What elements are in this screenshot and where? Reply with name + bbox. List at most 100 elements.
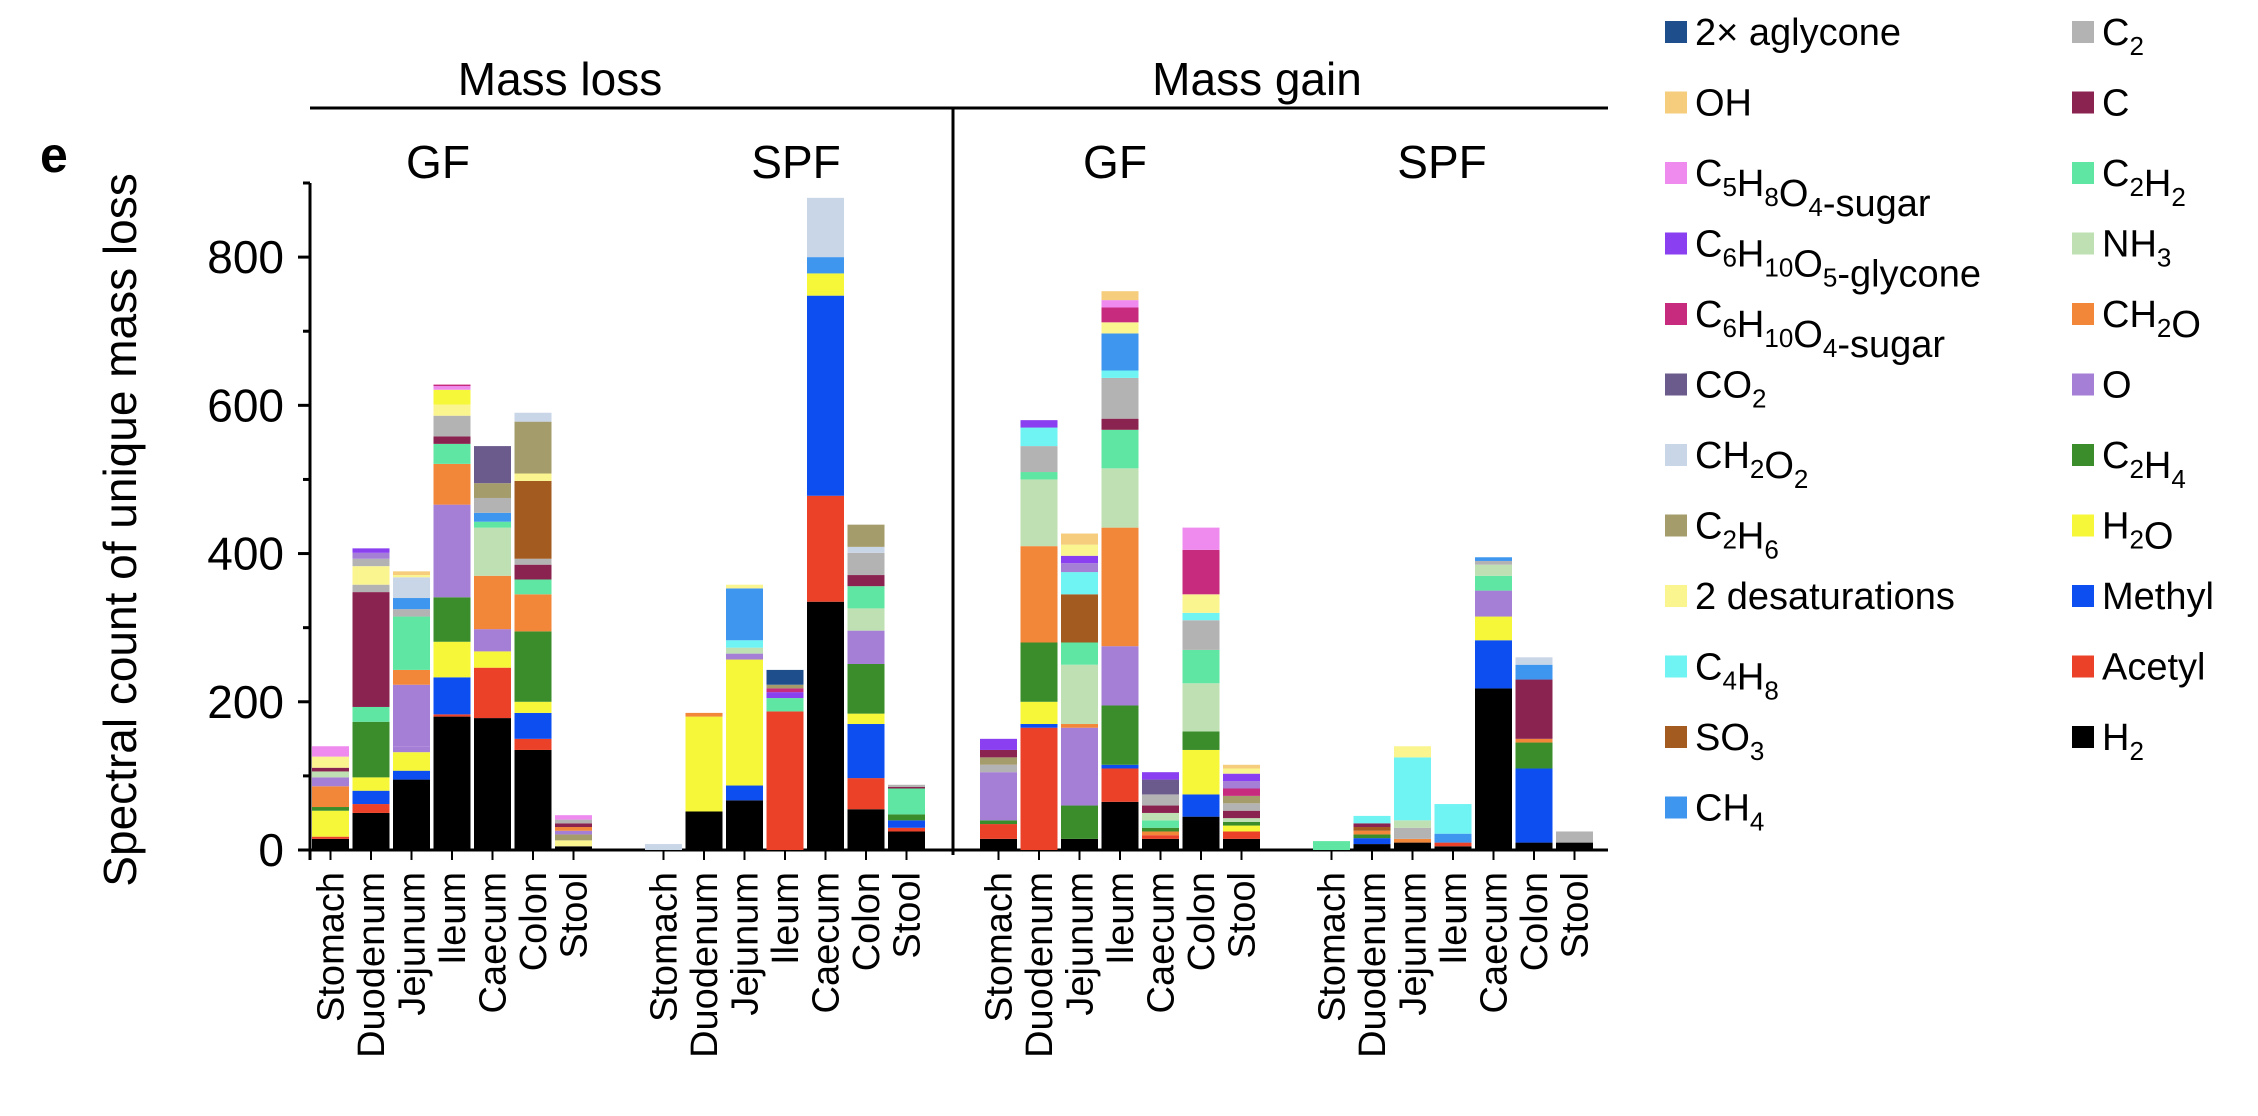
bar-segment-c2h2 [433,443,471,464]
category-label: Caecum [1141,872,1183,1014]
bar-segment-methyl [807,295,844,496]
legend: 2× aglycone OH C5H8O4-sugarC6H10O5-glycone… [1665,12,2214,837]
bar-segment-c2 [980,764,1017,773]
bar-segment-acetyl [433,714,471,717]
bar-segment-c [514,564,552,580]
bar-segment-ch2o [555,827,592,831]
bar-segment-desat2 [433,404,471,416]
bar-segment-c [1515,679,1553,739]
bar-segment-h2 [1142,838,1179,850]
bar-segment-desat2 [555,840,592,847]
bar-segment-h2 [393,779,430,850]
group-header-gain-gf: GF [1083,136,1147,188]
bar-segment-acetyl [807,495,844,602]
bar-segment-ch2o [1061,724,1098,728]
bar-segment-methyl [847,724,885,779]
bar-segment-c6h10o4 [766,688,804,693]
bar-segment-o [847,630,885,664]
bar-segment-ch2o2 [514,412,552,422]
category-label: Caecum [473,872,515,1014]
bar-segment-oh [1101,291,1139,301]
bar-segment-o [1061,727,1098,806]
category-label: Colon [846,872,888,971]
bar-segment-c4h8 [1182,612,1220,621]
bar-segment-co2 [474,446,511,484]
y-tick-label: 400 [207,528,284,580]
bar-segment-ch2o [1353,830,1391,835]
legend-label-c4h8: C4H8 [1695,647,1779,706]
bar-segment-nh3 [312,771,349,778]
y-tick-label: 0 [258,824,284,876]
legend-label-methyl: Methyl [2102,576,2214,618]
bar-segment-c [980,749,1017,758]
bar-segment-c [1101,418,1139,430]
bar-segment-ch4 [1434,833,1472,843]
bar-segment-c4h8 [1061,572,1098,595]
bar-segment-h2 [726,800,763,850]
y-tick-label: 200 [207,676,284,728]
bar-segment-h2 [888,831,925,850]
bar-segment-h2 [847,809,885,850]
bar-segment-c2h2 [1020,472,1058,480]
bar-segment-c2 [352,584,390,593]
bar-segment-c6h10o5 [352,548,390,553]
bar-segment-c2h2 [474,521,511,528]
section-header-mass-gain: Mass gain [1152,53,1362,105]
bar-segment-c4h8 [726,640,763,648]
bar-segment-c6h10o4 [433,384,471,387]
legend-label-c2h6: C2H6 [1695,506,1779,565]
bar-segment-c2h2 [1475,575,1512,591]
category-label: Stool [887,872,929,959]
bar-segment-acetyl [1223,831,1260,839]
bar-segment-c4h8 [1434,804,1472,834]
bar-segment-methyl [1020,724,1058,728]
bar-segment-h2o [474,651,511,668]
legend-label-co2: CO2 [1695,365,1766,414]
bar-segment-c2h6 [980,757,1017,765]
legend-swatch-ch2o2 [1665,444,1687,466]
category-label: Jejunum [725,872,767,1016]
bar-segment-c5h8o4 [312,746,349,757]
bar-segment-aglycone2 [766,669,804,685]
legend-swatch-c6h10o5 [1665,232,1687,255]
bar-segment-desat2 [352,566,390,585]
bar-segment-ch2o [1515,738,1553,743]
bar-segment-acetyl [766,711,804,850]
bar-segment-desat2 [312,756,349,768]
legend-swatch-c5h8o4 [1665,162,1687,184]
bar-segment-c6h10o5 [1223,773,1260,782]
category-label: Colon [1514,872,1556,971]
bar-segment-ch4 [393,598,430,610]
category-label: Jejunum [392,872,434,1016]
bar-segment-h2 [1515,842,1553,850]
bar-segment-o [1223,781,1260,789]
bar-segment-c2h6 [474,483,511,498]
bar-segment-ch2o [514,594,552,632]
bar-segment-h2o [352,777,390,791]
legend-label-ch4: CH4 [1695,788,1764,837]
bar-segment-c2h2 [1142,820,1179,828]
bar-segment-c2h4 [847,663,885,714]
legend-swatch-ch4 [1665,796,1687,819]
bar-segment-ch2o2 [645,844,682,850]
bar-segment-h2 [352,812,390,850]
bar-segment-ch2o [474,575,511,630]
bar-segment-h2o [312,810,349,837]
bar-segment-c [352,592,390,707]
bar-segment-nh3 [1142,812,1179,821]
bar-segment-h2 [1182,816,1220,850]
group-header-gain-spf: SPF [1397,136,1486,188]
bar-segment-desat2 [1061,544,1098,556]
bar-segment-c [1353,823,1391,828]
bar-segment-methyl [1101,764,1139,769]
legend-swatch-oh [1665,91,1687,114]
bar-segment-c2h6 [555,834,592,841]
bar-segment-h2 [1556,842,1593,850]
bar-segment-c2h2 [514,579,552,595]
bar-segment-c [888,787,925,789]
bar-segment-c2h4 [312,807,349,811]
bar-segment-c2 [1556,831,1593,843]
legend-swatch-methyl [2072,585,2094,607]
bar-segment-c2 [1182,620,1220,650]
bar-segment-oh [1061,533,1098,545]
